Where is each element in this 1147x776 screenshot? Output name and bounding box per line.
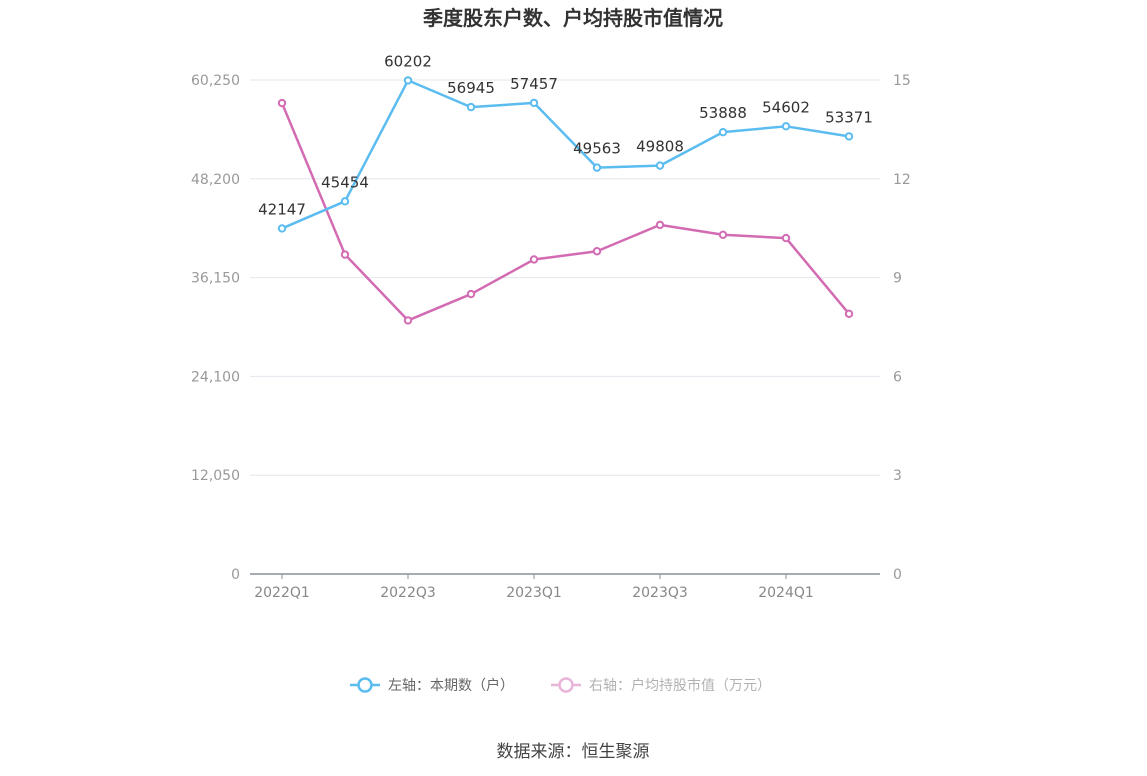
data-point[interactable] [592, 163, 602, 172]
data-point[interactable] [718, 230, 728, 239]
grid-lines [250, 79, 880, 476]
data-source: 数据来源：恒生聚源 [497, 742, 650, 762]
data-label: 54602 [762, 98, 810, 116]
x-tick-label: 2023Q1 [506, 585, 562, 601]
left-tick-label: 36,150 [191, 271, 240, 287]
left-tick-label: 48,200 [191, 172, 240, 188]
data-point[interactable] [781, 122, 791, 131]
series-line [280, 102, 850, 322]
x-axis-ticks: 2022Q1 2022Q3 2023Q1 2023Q3 2024Q1 [254, 574, 814, 601]
legend-label: 右轴：户均持股市值（万元） [589, 677, 771, 694]
x-tick-label: 2023Q3 [632, 585, 688, 601]
data-point[interactable] [844, 309, 854, 319]
data-point[interactable] [277, 98, 287, 108]
data-point[interactable] [655, 220, 665, 230]
data-point[interactable] [655, 161, 665, 170]
data-point[interactable] [466, 102, 476, 112]
legend-marker [558, 677, 574, 693]
x-tick-label: 2022Q3 [380, 585, 436, 601]
data-point[interactable] [781, 233, 791, 243]
legend-label: 左轴：本期数（户） [388, 677, 514, 694]
right-tick-label: 15 [893, 73, 911, 89]
left-tick-label: 60,250 [191, 73, 240, 89]
left-tick-label: 12,050 [191, 468, 240, 484]
right-tick-label: 0 [893, 567, 902, 583]
data-label: 53371 [825, 108, 873, 126]
x-tick-label: 2022Q1 [254, 585, 310, 601]
data-point[interactable] [340, 250, 350, 259]
data-point[interactable] [844, 132, 854, 141]
data-point[interactable] [403, 76, 413, 85]
data-label: 53888 [699, 104, 747, 122]
data-label: 57457 [510, 75, 558, 93]
series-shareholders: 42147 45454 60202 56945 57457 49563 49808 53888… [258, 52, 873, 233]
data-label: 42147 [258, 200, 306, 218]
data-label: 49808 [636, 138, 684, 156]
left-tick-label: 24,100 [191, 369, 240, 385]
data-label: 45454 [321, 173, 369, 191]
chart-title: 季度股东户数、户均持股市值情况 [422, 6, 723, 30]
legend-item-avg-holding-value[interactable]: 右轴：户均持股市值（万元） [551, 677, 771, 694]
right-tick-label: 12 [893, 172, 911, 188]
data-point[interactable] [403, 316, 413, 325]
series-line [281, 79, 850, 230]
data-label: 49563 [573, 140, 621, 158]
right-axis-ticks: 0 3 6 9 12 15 [893, 73, 911, 583]
left-axis-ticks: 0 12,050 24,100 36,150 48,200 60,250 [191, 73, 240, 583]
data-label: 60202 [384, 52, 432, 70]
right-tick-label: 3 [893, 468, 902, 484]
x-tick-label: 2024Q1 [758, 585, 814, 601]
data-point[interactable] [718, 127, 728, 137]
legend[interactable]: 左轴：本期数（户） 右轴：户均持股市值（万元） [350, 677, 771, 694]
data-point[interactable] [592, 247, 602, 256]
data-point[interactable] [529, 255, 539, 264]
legend-marker [357, 677, 373, 693]
series-avg-holding-value [277, 98, 854, 325]
right-tick-label: 9 [893, 271, 902, 287]
data-point[interactable] [529, 98, 539, 108]
data-point[interactable] [340, 197, 350, 206]
series-layer: 42147 45454 60202 56945 57457 49563 49808 53888… [258, 52, 873, 325]
data-point[interactable] [277, 224, 287, 233]
right-tick-label: 6 [893, 369, 902, 385]
data-label: 56945 [447, 79, 495, 97]
data-point[interactable] [466, 289, 476, 299]
left-tick-label: 0 [231, 567, 240, 583]
legend-item-shareholders[interactable]: 左轴：本期数（户） [350, 677, 514, 694]
